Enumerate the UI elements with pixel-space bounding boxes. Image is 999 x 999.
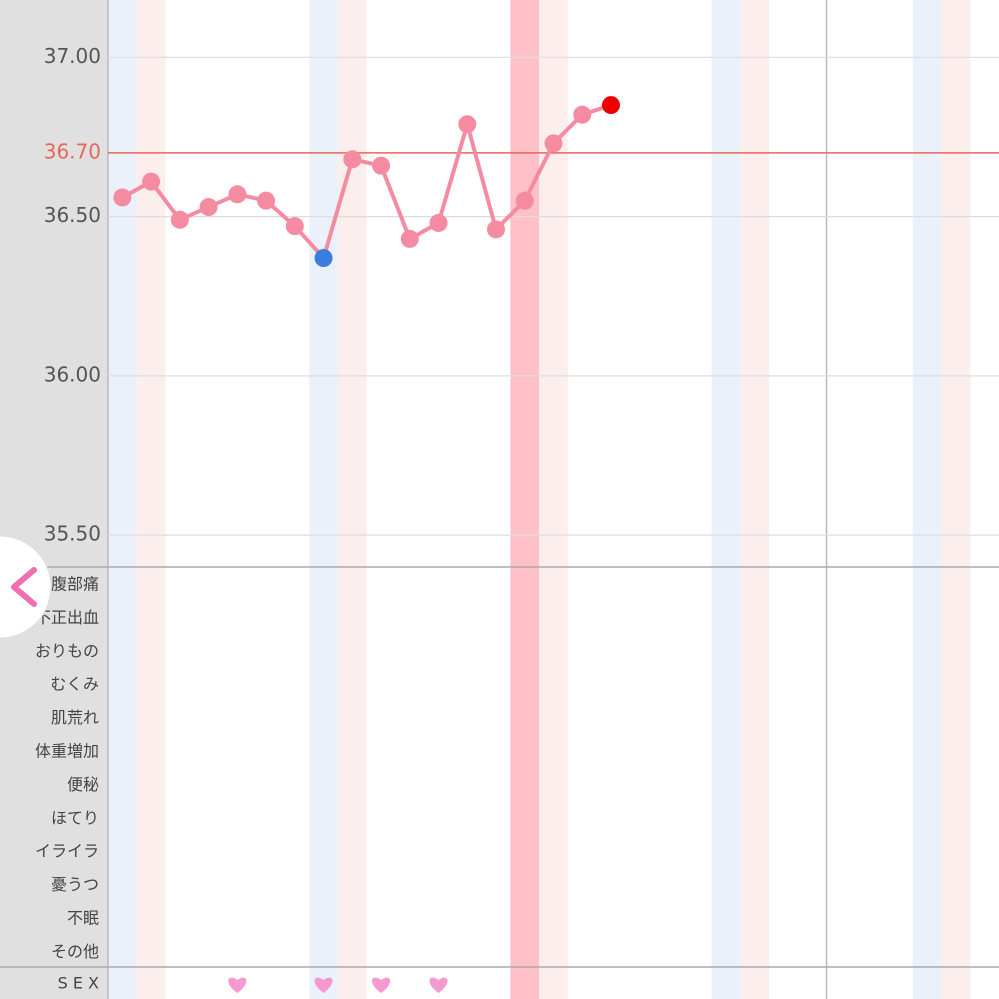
symptom-label: 不正出血 <box>35 608 99 627</box>
heart <box>429 977 448 993</box>
temp-point <box>429 213 448 232</box>
day-band <box>136 0 166 999</box>
symptom-label: 憂うつ <box>51 875 99 894</box>
sex-label: S E X <box>58 974 99 993</box>
symptom-label: その他 <box>51 942 99 961</box>
temp-point <box>487 220 506 239</box>
day-band <box>309 0 338 999</box>
heart <box>314 977 333 993</box>
symptom-label: 不眠 <box>67 909 99 928</box>
temp-point <box>314 249 333 268</box>
temp-point <box>228 185 247 204</box>
symptom-label: ほてり <box>51 808 99 827</box>
temp-point <box>343 150 362 169</box>
day-band <box>711 0 741 999</box>
back-icon <box>11 567 37 607</box>
temp-point <box>142 172 161 191</box>
temp-point <box>199 198 218 217</box>
temp-point <box>372 156 391 175</box>
temp-point <box>515 191 534 210</box>
day-band <box>740 0 770 999</box>
y-tick-label: 37.00 <box>44 44 101 68</box>
temp-point <box>544 134 563 153</box>
y-tick-label: 36.00 <box>44 362 101 386</box>
day-band <box>337 0 367 999</box>
symptom-label: 肌荒れ <box>51 708 99 727</box>
temp-point <box>573 105 592 124</box>
temp-point <box>285 217 304 236</box>
temp-point <box>458 115 477 134</box>
symptom-label: 便秘 <box>67 775 99 794</box>
y-tick-label: 36.50 <box>44 203 101 227</box>
symptom-label: 体重増加 <box>35 742 99 761</box>
temp-point <box>601 96 620 115</box>
y-tick-label: 36.70 <box>44 139 101 163</box>
back-button[interactable] <box>0 535 52 639</box>
heart <box>371 977 391 993</box>
day-band <box>510 0 540 999</box>
symptom-label: むくみ <box>50 675 99 694</box>
temp-point <box>400 229 419 248</box>
temp-point <box>113 188 132 207</box>
heart <box>228 977 247 993</box>
axis-panel <box>0 0 108 999</box>
day-band <box>941 0 971 999</box>
symptom-label: イライラ <box>35 842 99 861</box>
symptom-label: おりもの <box>35 641 99 660</box>
day-band <box>108 0 137 999</box>
temp-point <box>170 210 189 229</box>
temp-point <box>257 191 276 210</box>
y-tick-label: 35.50 <box>44 522 101 546</box>
day-band <box>912 0 942 999</box>
